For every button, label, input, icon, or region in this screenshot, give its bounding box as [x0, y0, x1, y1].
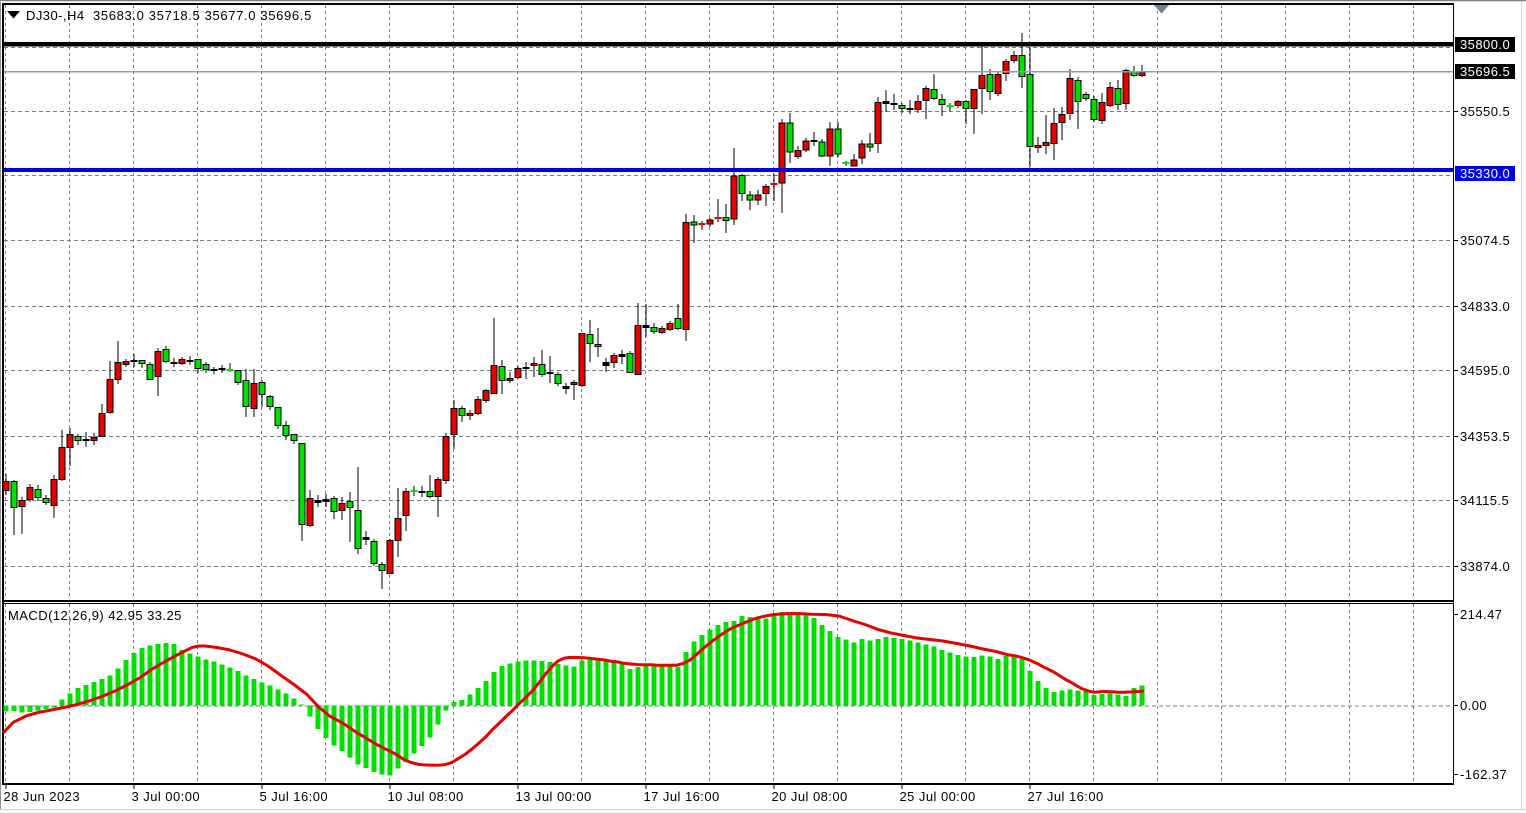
svg-text:35550.5: 35550.5 — [1460, 104, 1510, 119]
svg-text:-162.37: -162.37 — [1460, 767, 1507, 782]
svg-text:17 Jul 16:00: 17 Jul 16:00 — [644, 789, 720, 804]
svg-text:5 Jul 16:00: 5 Jul 16:00 — [260, 789, 329, 804]
svg-text:214.47: 214.47 — [1460, 607, 1502, 622]
svg-text:34833.0: 34833.0 — [1460, 299, 1510, 314]
svg-text:MACD(12,26,9) 42.95 33.25: MACD(12,26,9) 42.95 33.25 — [8, 608, 182, 623]
svg-text:35800.0: 35800.0 — [1460, 37, 1510, 52]
svg-text:28 Jun 2023: 28 Jun 2023 — [4, 789, 81, 804]
svg-text:20 Jul 08:00: 20 Jul 08:00 — [772, 789, 848, 804]
svg-text:35074.5: 35074.5 — [1460, 233, 1510, 248]
svg-text:34115.5: 34115.5 — [1460, 493, 1509, 508]
svg-text:3 Jul 00:00: 3 Jul 00:00 — [132, 789, 201, 804]
svg-text:35696.5: 35696.5 — [1460, 64, 1510, 79]
svg-text:35683.0 35718.5 35677.0 35696.: 35683.0 35718.5 35677.0 35696.5 — [93, 8, 312, 23]
svg-text:34595.0: 34595.0 — [1460, 363, 1510, 378]
svg-text:33874.0: 33874.0 — [1460, 559, 1510, 574]
svg-text:27 Jul 16:00: 27 Jul 16:00 — [1028, 789, 1104, 804]
svg-text:13 Jul 00:00: 13 Jul 00:00 — [516, 789, 592, 804]
svg-text:DJ30-,H4: DJ30-,H4 — [26, 8, 85, 23]
svg-text:34353.5: 34353.5 — [1460, 429, 1510, 444]
svg-text:35330.0: 35330.0 — [1460, 166, 1510, 181]
svg-text:0.00: 0.00 — [1460, 698, 1487, 713]
svg-text:10 Jul 08:00: 10 Jul 08:00 — [388, 789, 464, 804]
svg-text:25 Jul 00:00: 25 Jul 00:00 — [900, 789, 976, 804]
